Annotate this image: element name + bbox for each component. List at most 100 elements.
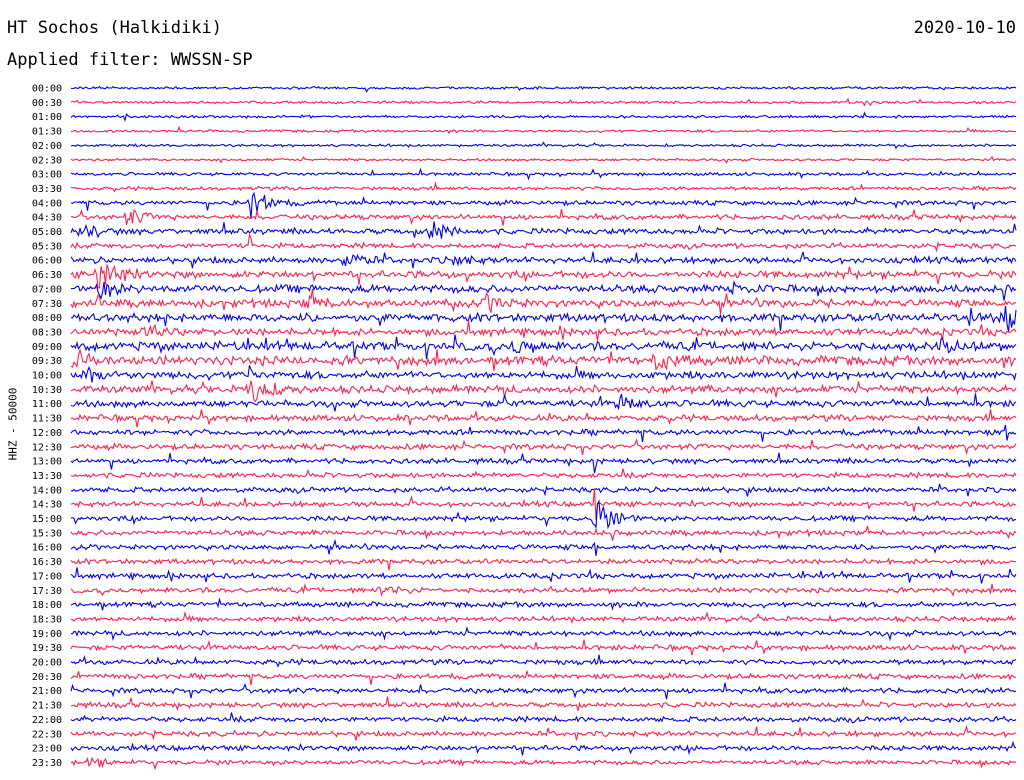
trace-line — [70, 670, 1017, 686]
time-tick-label: 09:30 — [32, 356, 62, 367]
trace-line — [70, 488, 1017, 520]
station-title: HT Sochos (Halkidiki) — [7, 18, 222, 38]
time-tick-label: 20:00 — [32, 658, 62, 669]
time-tick-label: 13:30 — [32, 471, 62, 482]
time-tick-label: 12:00 — [32, 428, 62, 439]
time-tick-label: 08:30 — [32, 327, 62, 338]
trace-line — [70, 409, 1017, 428]
trace-line — [70, 348, 1017, 371]
trace-line — [70, 682, 1017, 700]
time-tick-label: 02:00 — [32, 141, 62, 152]
trace-line — [70, 264, 1017, 289]
time-axis: 00:00 00:30 01:00 01:30 02:00 02:30 03:00 03:30… — [32, 84, 62, 769]
time-tick-label: 16:30 — [32, 557, 62, 568]
trace-line — [70, 305, 1017, 333]
trace-line — [70, 155, 1016, 164]
time-tick-label: 15:30 — [32, 528, 62, 539]
time-tick-label: 04:00 — [32, 198, 62, 209]
trace-line — [70, 191, 1017, 219]
trace-line — [70, 111, 1017, 123]
trace-line — [70, 597, 1017, 611]
trace-line — [70, 320, 1017, 341]
record-date: 2020-10-10 — [913, 18, 1016, 38]
time-tick-label: 17:30 — [32, 586, 62, 597]
time-tick-label: 19:00 — [32, 629, 62, 640]
time-tick-label: 22:00 — [32, 715, 62, 726]
trace-line — [70, 365, 1017, 383]
trace-group — [70, 85, 1017, 771]
time-tick-label: 14:30 — [32, 500, 62, 511]
time-tick-label: 05:00 — [32, 227, 62, 238]
trace-line — [70, 232, 1017, 253]
trace-line — [70, 393, 1017, 412]
time-tick-label: 13:00 — [32, 457, 62, 468]
time-tick-label: 23:30 — [32, 758, 62, 769]
trace-line — [70, 334, 1017, 360]
time-tick-label: 07:00 — [32, 284, 62, 295]
time-tick-label: 08:00 — [32, 313, 62, 324]
trace-line — [70, 288, 1017, 315]
trace-line — [70, 756, 1017, 771]
trace-line — [70, 538, 1017, 556]
trace-line — [70, 483, 1017, 497]
time-tick-label: 09:00 — [32, 342, 62, 353]
trace-line — [70, 740, 1017, 756]
trace-line — [70, 610, 1017, 624]
time-tick-label: 11:30 — [32, 414, 62, 425]
trace-line — [70, 85, 1017, 93]
filter-label: Applied filter: WWSSN-SP — [7, 50, 253, 70]
time-tick-label: 00:00 — [32, 84, 62, 95]
trace-line — [70, 468, 1017, 480]
time-tick-label: 21:30 — [32, 701, 62, 712]
time-tick-label: 10:30 — [32, 385, 62, 396]
trace-line — [70, 281, 1017, 301]
time-tick-label: 01:00 — [32, 112, 62, 123]
trace-line — [70, 724, 1017, 741]
time-tick-label: 12:30 — [32, 442, 62, 453]
trace-line — [70, 654, 1017, 668]
trace-line — [70, 582, 1017, 597]
time-tick-label: 18:00 — [32, 600, 62, 611]
trace-line — [71, 209, 1017, 226]
time-tick-label: 14:00 — [32, 485, 62, 496]
time-tick-label: 11:00 — [32, 399, 62, 410]
time-tick-label: 15:00 — [32, 514, 62, 525]
time-tick-label: 03:00 — [32, 170, 62, 181]
trace-line — [70, 141, 1017, 150]
time-tick-label: 05:30 — [32, 241, 62, 252]
time-tick-label: 20:30 — [32, 672, 62, 683]
trace-line — [70, 626, 1017, 642]
time-tick-label: 21:00 — [32, 686, 62, 697]
time-tick-label: 02:30 — [32, 155, 62, 166]
trace-line — [70, 251, 1017, 269]
trace-line — [70, 181, 1017, 193]
trace-line — [70, 125, 1016, 135]
time-tick-label: 19:30 — [32, 643, 62, 654]
time-tick-label: 16:00 — [32, 543, 62, 554]
trace-line — [70, 221, 1017, 240]
time-tick-label: 00:30 — [32, 98, 62, 109]
time-tick-label: 01:30 — [32, 127, 62, 138]
trace-line — [70, 525, 1017, 541]
trace-line — [70, 380, 1017, 402]
time-tick-label: 17:00 — [32, 571, 62, 582]
trace-line — [70, 452, 1017, 474]
trace-line — [70, 499, 1017, 530]
time-tick-label: 23:00 — [32, 744, 62, 755]
trace-line — [70, 438, 1017, 456]
trace-line — [70, 567, 1017, 584]
time-tick-label: 03:30 — [32, 184, 62, 195]
trace-line — [70, 167, 1017, 181]
time-tick-label: 07:30 — [32, 299, 62, 310]
time-tick-label: 18:30 — [32, 614, 62, 625]
trace-line — [70, 557, 1017, 571]
trace-line — [70, 696, 1017, 711]
trace-line — [70, 424, 1017, 443]
time-tick-label: 06:00 — [32, 256, 62, 267]
trace-line — [70, 712, 1017, 724]
trace-line — [70, 97, 1017, 107]
time-tick-label: 06:30 — [32, 270, 62, 281]
trace-line — [70, 639, 1017, 656]
time-tick-label: 04:30 — [32, 213, 62, 224]
